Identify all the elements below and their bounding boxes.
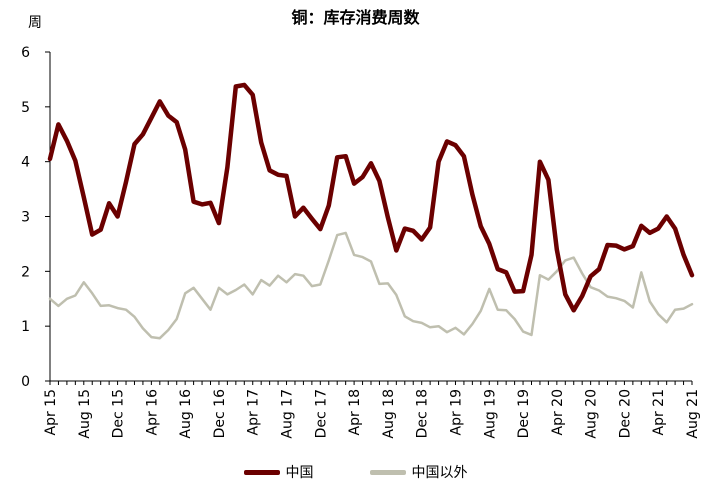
x-tick-label: Apr 16 xyxy=(144,389,160,436)
y-tick-label: 6 xyxy=(21,45,30,61)
legend-item-china: 中国 xyxy=(243,462,314,482)
series-line-ex-china xyxy=(48,231,694,340)
legend-label-ex-china: 中国以外 xyxy=(411,465,468,481)
legend: 中国 中国以外 xyxy=(0,462,711,482)
x-tick-label: Apr 19 xyxy=(448,389,464,435)
x-tick-label: Apr 17 xyxy=(246,389,262,435)
x-tick-label: Aug 19 xyxy=(482,389,498,439)
x-tick-label: Dec 16 xyxy=(212,389,228,438)
x-tick-label: Dec 15 xyxy=(111,389,127,438)
x-tick-label: Aug 17 xyxy=(280,389,296,439)
y-tick-label: 5 xyxy=(21,100,30,116)
y-tick-label: 1 xyxy=(21,319,30,335)
legend-item-ex-china: 中国以外 xyxy=(369,462,468,482)
x-tick-label: Dec 17 xyxy=(313,389,329,438)
x-tick-label: Dec 20 xyxy=(617,389,633,438)
legend-swatch-ex-china xyxy=(369,469,406,475)
y-tick-label: 3 xyxy=(21,210,30,226)
x-tick-label: Apr 20 xyxy=(550,389,566,435)
x-tick-label: Apr 15 xyxy=(43,389,59,435)
x-tick-label: Aug 20 xyxy=(584,389,600,439)
x-tick-label: Dec 19 xyxy=(516,389,532,438)
x-tick-label: Dec 18 xyxy=(415,389,431,438)
y-tick-label: 2 xyxy=(21,264,30,280)
x-tick-label: Apr 18 xyxy=(347,389,363,435)
x-tick-label: Apr 21 xyxy=(651,389,667,435)
x-tick-label: Aug 16 xyxy=(178,389,194,439)
x-tick-label: Aug 15 xyxy=(77,389,93,439)
series-line-china xyxy=(47,82,695,313)
legend-label-china: 中国 xyxy=(285,465,314,481)
y-tick-label: 0 xyxy=(21,374,30,390)
y-axis-unit-label: 周 xyxy=(28,15,42,31)
legend-swatch-china xyxy=(243,469,280,475)
x-tick-label: Aug 21 xyxy=(685,389,701,439)
chart-title: 铜：库存消费周数 xyxy=(291,8,420,27)
y-tick-label: 4 xyxy=(21,155,30,171)
x-tick-label: Aug 18 xyxy=(381,389,397,439)
